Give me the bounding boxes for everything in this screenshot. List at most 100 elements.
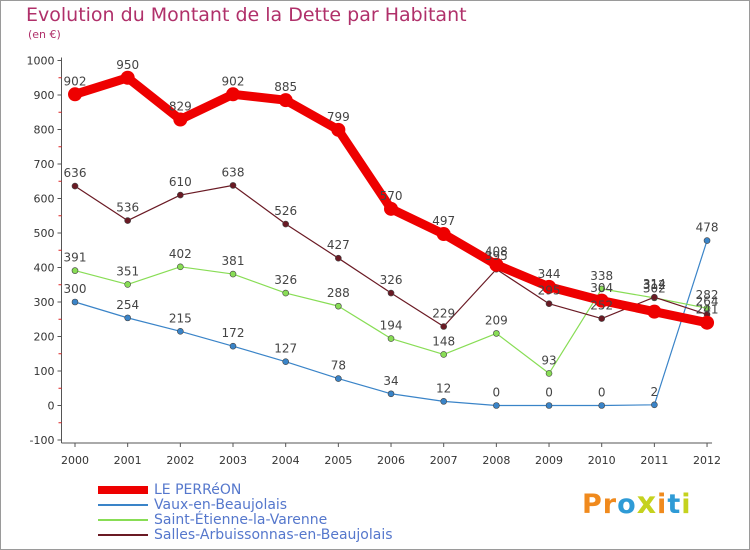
data-label: 885 <box>274 80 297 94</box>
y-tick-label: 400 <box>34 262 55 275</box>
data-point <box>598 285 606 293</box>
data-label: 288 <box>327 286 350 300</box>
data-point <box>226 87 241 102</box>
legend: LE PERRéON Vaux-en-Beaujolais Saint-Étienn… <box>98 482 428 543</box>
data-label: 264 <box>696 294 719 308</box>
data-label: 638 <box>222 165 245 179</box>
data-label: 427 <box>327 238 350 252</box>
y-tick-label: 600 <box>34 193 55 206</box>
data-point <box>331 122 346 137</box>
data-point <box>124 217 131 224</box>
y-tick-label: 1000 <box>27 55 55 68</box>
data-label: 338 <box>590 269 613 283</box>
x-tick-label: 2007 <box>430 454 458 467</box>
legend-item: Salles-Arbuissonnas-en-Beaujolais <box>98 527 428 543</box>
data-label: 351 <box>116 264 139 278</box>
data-point <box>282 289 289 297</box>
legend-swatch <box>98 504 148 506</box>
x-tick-label: 2000 <box>61 454 89 467</box>
data-label: 172 <box>222 326 245 340</box>
data-point <box>545 370 553 377</box>
data-label: 478 <box>696 221 719 235</box>
chart-title: Evolution du Montant de la Dette par Hab… <box>26 4 467 26</box>
x-tick-label: 2003 <box>219 454 247 467</box>
brand-letter: P <box>582 489 603 520</box>
legend-swatch <box>98 534 148 536</box>
proxiti-logo: Proxiti <box>582 486 692 521</box>
data-label: 829 <box>169 99 192 113</box>
data-point <box>124 314 131 322</box>
data-point <box>335 375 342 382</box>
data-label: 127 <box>274 342 297 356</box>
data-label: 526 <box>274 204 297 218</box>
data-label: 799 <box>327 110 350 124</box>
data-point <box>177 263 184 271</box>
data-label: 194 <box>380 319 403 333</box>
data-point <box>229 270 237 278</box>
legend-item: Saint-Étienne-la-Varenne <box>98 512 428 528</box>
data-point <box>542 279 557 294</box>
data-point <box>387 390 395 398</box>
y-tick-label: 0 <box>48 400 55 413</box>
legend-label: Vaux-en-Beaujolais <box>154 497 288 513</box>
x-tick-label: 2004 <box>272 454 300 467</box>
data-point <box>440 351 447 358</box>
data-point <box>700 315 715 330</box>
data-label: 326 <box>274 273 297 287</box>
data-point <box>173 112 188 127</box>
data-label: 302 <box>643 281 666 295</box>
data-point <box>335 254 342 262</box>
brand-letter: i <box>681 489 692 520</box>
data-point <box>545 300 553 308</box>
data-point <box>120 70 135 85</box>
data-label: 282 <box>696 288 719 302</box>
data-point <box>177 191 184 199</box>
data-label: 950 <box>116 58 139 72</box>
data-label: 408 <box>485 245 508 259</box>
legend-swatch <box>98 486 148 494</box>
data-point <box>71 267 79 274</box>
data-label: 300 <box>64 282 87 296</box>
data-point <box>598 315 606 322</box>
data-label: 497 <box>432 214 455 228</box>
data-point <box>68 87 82 102</box>
data-point <box>384 201 399 216</box>
data-point <box>229 342 237 350</box>
data-point <box>282 358 289 365</box>
data-label: 148 <box>432 334 455 348</box>
data-point <box>387 335 395 342</box>
data-point <box>177 328 184 335</box>
x-tick-label: 2006 <box>377 454 405 467</box>
y-tick-label: 500 <box>34 227 55 240</box>
data-point <box>335 302 342 310</box>
data-label: 254 <box>116 298 139 312</box>
data-label: 395 <box>485 249 508 263</box>
data-label: 570 <box>380 189 403 203</box>
y-tick-label: 200 <box>34 331 55 344</box>
data-label: 636 <box>64 166 87 180</box>
legend-item: Vaux-en-Beaujolais <box>98 497 428 513</box>
data-point <box>651 293 658 301</box>
data-label: 304 <box>590 281 613 295</box>
data-point <box>493 330 500 337</box>
x-tick-label: 2005 <box>324 454 352 467</box>
data-label: 536 <box>116 201 139 215</box>
data-label: 241 <box>696 303 719 317</box>
data-label: 902 <box>222 74 245 88</box>
chart-unit: (en €) <box>28 28 61 41</box>
data-label: 344 <box>538 267 561 281</box>
data-label: 312 <box>643 278 666 292</box>
data-point <box>387 289 395 297</box>
data-label: 93 <box>541 353 556 367</box>
legend-label: Salles-Arbuissonnas-en-Beaujolais <box>154 527 393 543</box>
data-point <box>651 401 658 409</box>
data-label: 610 <box>169 175 192 189</box>
data-label: 0 <box>545 386 553 400</box>
y-tick-label: -100 <box>30 434 55 447</box>
brand-letter: i <box>657 489 668 520</box>
data-point <box>229 182 237 189</box>
brand-letter: t <box>667 489 682 520</box>
data-point <box>440 398 447 405</box>
x-tick-label: 2008 <box>482 454 510 467</box>
y-tick-label: 900 <box>34 89 55 102</box>
